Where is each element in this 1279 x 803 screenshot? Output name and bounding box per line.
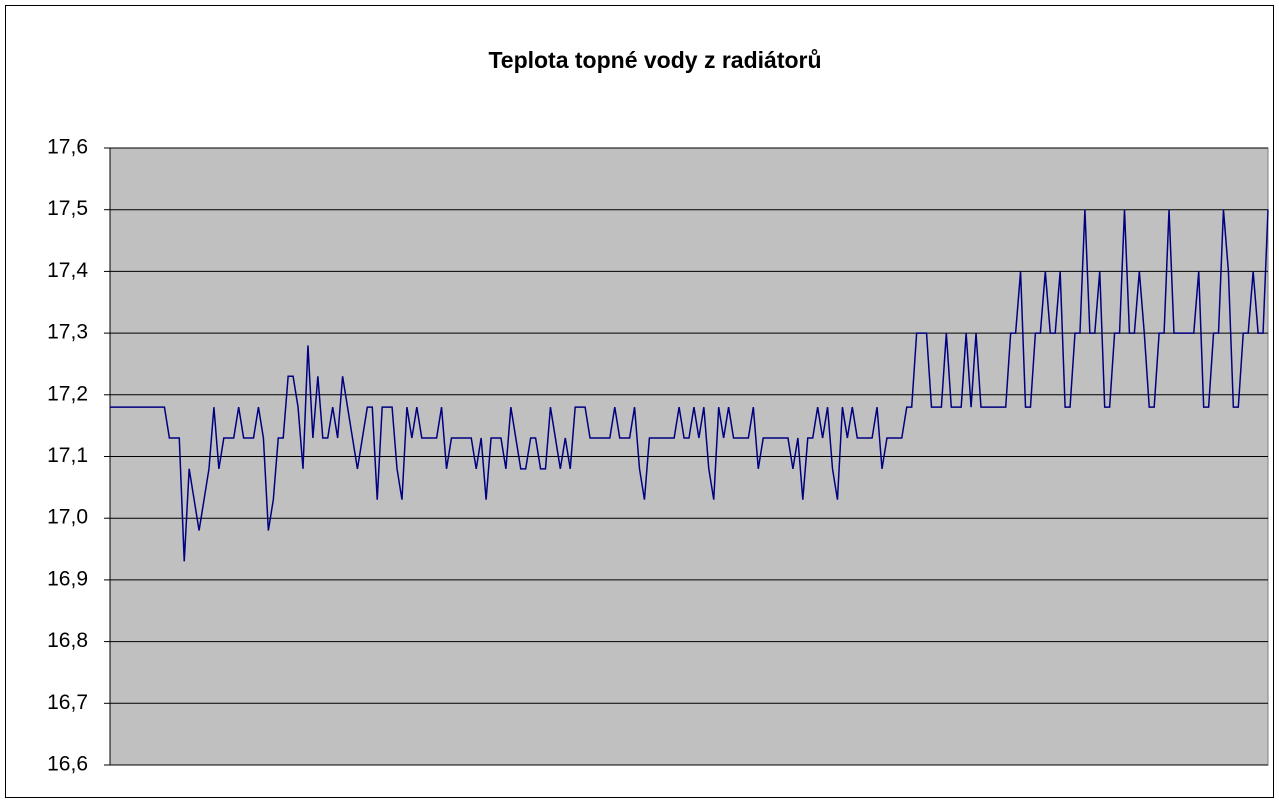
y-tick-label: 17,1	[47, 444, 88, 467]
chart-title: Teplota topné vody z radiátorů	[488, 47, 821, 73]
y-tick-label: 17,5	[47, 197, 88, 220]
data-line	[110, 209, 1269, 562]
y-tick-label: 17,0	[47, 506, 88, 529]
y-tick-label: 17,4	[47, 259, 88, 282]
y-tick-label: 16,6	[47, 753, 88, 776]
y-tick-label: 16,7	[47, 691, 88, 714]
y-tick-label: 17,3	[47, 321, 88, 344]
y-tick-label: 16,8	[47, 629, 88, 652]
y-tick-label: 16,9	[47, 567, 88, 590]
y-tick-label: 17,2	[47, 382, 88, 405]
y-tick-label: 17,6	[47, 136, 88, 159]
